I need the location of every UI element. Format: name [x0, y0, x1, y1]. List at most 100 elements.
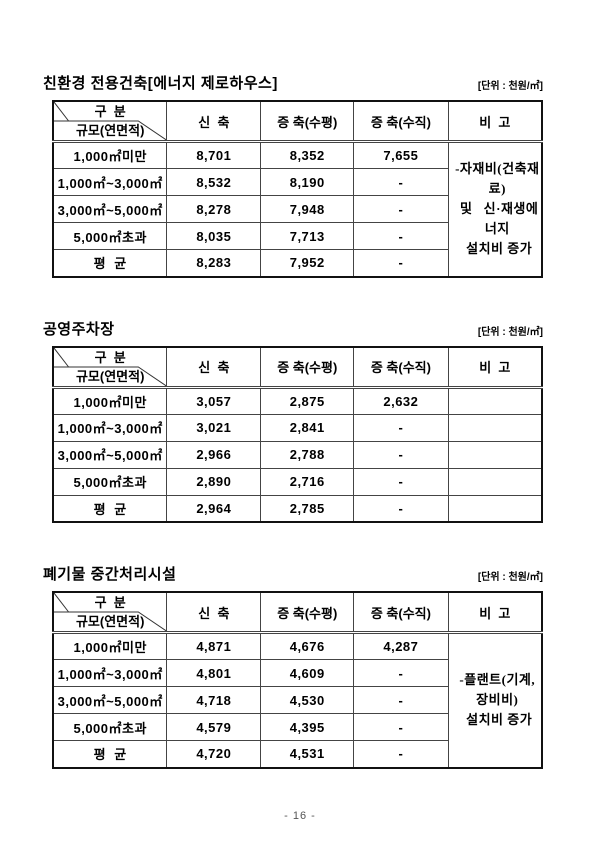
cell-new-build: 2,966 — [166, 440, 262, 469]
row-label: 평 균 — [52, 249, 168, 277]
column-header-ext-vertical: 증 축(수직) — [353, 100, 449, 143]
title-row: 친환경 전용건축[에너지 제로하우스] [단위 : 천원/㎡] — [43, 72, 543, 93]
cell-new-build: 8,283 — [166, 249, 262, 277]
diagonal-divider-icon — [54, 593, 166, 631]
cell-ext-vertical: - — [353, 168, 449, 196]
cell-ext-horizontal: 2,841 — [260, 413, 355, 442]
page-content: 친환경 전용건축[에너지 제로하우스] [단위 : 천원/㎡] 구 분 — [43, 72, 600, 769]
cell-ext-horizontal: 4,395 — [260, 713, 355, 741]
table-row: 1,000㎡~3,000㎡ 8,532 8,190 - — [52, 168, 542, 196]
header-row: 구 분 규모(연면적) 신 축 증 축(수평) 증 축(수직) 비 고 — [52, 346, 543, 389]
table-row: 1,000㎡미만 8,701 8,352 7,655 -자재비(건축재료) 및 … — [52, 141, 543, 277]
cell-new-build: 4,720 — [166, 740, 262, 768]
table-row: 3,000㎡~5,000㎡ 2,966 2,788 - — [52, 440, 543, 469]
page-number: - 16 - — [284, 810, 316, 822]
title-row: 공영주차장 [단위 : 천원/㎡] — [43, 318, 543, 339]
unit-label: [단위 : 천원/㎡] — [477, 326, 543, 338]
cell-ext-vertical: - — [353, 467, 449, 496]
row-label: 1,000㎡~3,000㎡ — [52, 413, 168, 442]
row-label: 평 균 — [52, 494, 168, 523]
cell-ext-horizontal: 4,531 — [260, 740, 355, 768]
row-label: 5,000㎡초과 — [52, 713, 168, 741]
column-header-note: 비 고 — [447, 100, 543, 143]
cost-table: 구 분 규모(연면적) 신 축 증 축(수평) 증 축(수직) 비 고 1,00… — [52, 345, 543, 523]
cell-new-build: 4,718 — [166, 686, 262, 714]
cell-ext-vertical: - — [353, 195, 449, 223]
table-row: 1,000㎡미만 4,871 4,676 4,287 -플랜트(기계,장비비) … — [52, 632, 543, 768]
row-label: 1,000㎡~3,000㎡ — [52, 659, 168, 687]
table-row: 5,000㎡초과 2,890 2,716 - — [52, 467, 543, 496]
table-row-average: 평 균 8,283 7,952 - — [52, 249, 542, 277]
column-header-new-build: 신 축 — [166, 591, 262, 634]
cell-ext-vertical: - — [353, 686, 449, 714]
note-cell — [447, 467, 543, 496]
column-header-category: 구 분 — [94, 104, 126, 119]
cell-new-build: 8,532 — [166, 168, 262, 196]
note-cell: -플랜트(기계,장비비) 설치비 증가 — [447, 632, 543, 768]
row-label: 3,000㎡~5,000㎡ — [52, 195, 168, 223]
row-label: 1,000㎡~3,000㎡ — [52, 168, 168, 196]
cell-ext-vertical: - — [353, 740, 449, 768]
table-section-public-parking: 공영주차장 [단위 : 천원/㎡] 구 분 규 — [43, 318, 600, 523]
title-row: 폐기물 중간처리시설 [단위 : 천원/㎡] — [43, 563, 543, 584]
cell-ext-vertical: 7,655 — [353, 141, 449, 169]
cost-table: 구 분 규모(연면적) 신 축 증 축(수평) 증 축(수직) 비 고 1,00… — [52, 100, 543, 278]
table-row: 1,000㎡~3,000㎡ 3,021 2,841 - — [52, 413, 543, 442]
note-cell — [447, 440, 543, 469]
diagonal-divider-icon — [54, 102, 166, 140]
header-row: 구 분 규모(연면적) 신 축 증 축(수평) 증 축(수직) 비 고 — [52, 100, 543, 143]
cell-ext-horizontal: 7,952 — [260, 249, 355, 277]
column-header-ext-horizontal: 증 축(수평) — [260, 591, 355, 634]
row-label: 1,000㎡미만 — [52, 632, 168, 660]
table-section-eco-building: 친환경 전용건축[에너지 제로하우스] [단위 : 천원/㎡] 구 분 — [43, 72, 600, 278]
column-header-ext-horizontal: 증 축(수평) — [260, 100, 355, 143]
cell-ext-horizontal: 2,716 — [260, 467, 355, 496]
cell-ext-horizontal: 2,875 — [260, 386, 355, 415]
column-header-new-build: 신 축 — [166, 346, 262, 389]
cell-ext-horizontal: 4,530 — [260, 686, 355, 714]
column-header-new-build: 신 축 — [166, 100, 262, 143]
cell-new-build: 8,701 — [166, 141, 262, 169]
cell-ext-horizontal: 2,788 — [260, 440, 355, 469]
table-title: 폐기물 중간처리시설 — [43, 566, 177, 583]
table-row: 1,000㎡미만 3,057 2,875 2,632 — [52, 386, 543, 415]
cell-ext-horizontal: 8,352 — [260, 141, 355, 169]
cell-ext-horizontal: 4,676 — [260, 632, 355, 660]
column-header-scale: 규모(연면적) — [75, 614, 145, 629]
cell-ext-horizontal: 8,190 — [260, 168, 355, 196]
note-cell — [447, 413, 543, 442]
cell-new-build: 3,021 — [166, 413, 262, 442]
cell-new-build: 3,057 — [166, 386, 262, 415]
cell-new-build: 8,278 — [166, 195, 262, 223]
cell-new-build: 2,890 — [166, 467, 262, 496]
row-label: 5,000㎡초과 — [52, 467, 168, 496]
table-row: 5,000㎡초과 4,579 4,395 - — [52, 713, 542, 741]
cell-ext-vertical: - — [353, 713, 449, 741]
cell-ext-horizontal: 7,713 — [260, 222, 355, 250]
cell-new-build: 8,035 — [166, 222, 262, 250]
column-header-scale: 규모(연면적) — [75, 368, 145, 384]
column-header-scale: 규모(연면적) — [75, 123, 145, 138]
note-cell: -자재비(건축재료) 및 신·재생에너지 설치비 증가 — [447, 141, 543, 277]
cell-ext-vertical: 4,287 — [353, 632, 449, 660]
unit-label: [단위 : 천원/㎡] — [477, 572, 543, 583]
row-label: 1,000㎡미만 — [52, 141, 168, 169]
column-header-ext-horizontal: 증 축(수평) — [260, 346, 355, 389]
cell-ext-horizontal: 7,948 — [260, 195, 355, 223]
corner-cell: 구 분 규모(연면적) — [52, 591, 168, 634]
cell-ext-horizontal: 2,785 — [260, 494, 355, 523]
column-header-category: 구 분 — [94, 349, 126, 365]
cell-new-build: 4,871 — [166, 632, 262, 660]
table-row-average: 평 균 4,720 4,531 - — [52, 740, 542, 768]
table-section-waste-facility: 폐기물 중간처리시설 [단위 : 천원/㎡] 구 분 — [43, 563, 600, 769]
cell-new-build: 4,801 — [166, 659, 262, 687]
column-header-ext-vertical: 증 축(수직) — [353, 591, 449, 634]
cell-ext-vertical: - — [353, 413, 449, 442]
cell-ext-vertical: - — [353, 222, 449, 250]
table-title: 공영주차장 — [43, 320, 115, 338]
table-title: 친환경 전용건축[에너지 제로하우스] — [43, 75, 278, 92]
column-header-note: 비 고 — [447, 346, 543, 389]
row-label: 1,000㎡미만 — [52, 386, 168, 415]
column-header-note: 비 고 — [447, 591, 543, 634]
